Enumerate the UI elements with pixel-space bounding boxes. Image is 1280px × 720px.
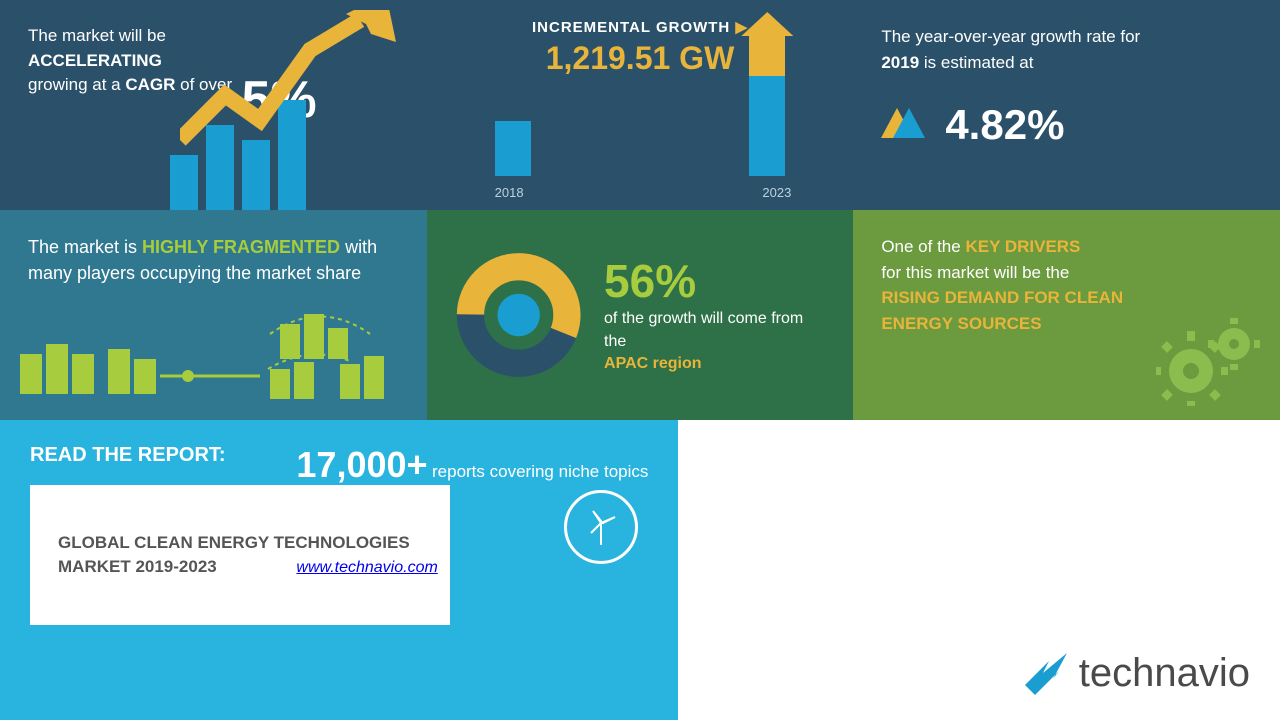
logo-section: technavio xyxy=(678,420,1280,720)
incremental-panel: INCREMENTAL GROWTH ▶ 1,219.51 GW 2018 20… xyxy=(427,0,854,210)
apac-pct: 56% xyxy=(604,254,825,308)
buildings-icon xyxy=(20,314,400,404)
logo-mark-icon xyxy=(1023,653,1069,695)
incremental-bars-icon xyxy=(427,56,854,176)
growth-arrow-icon xyxy=(180,10,410,170)
apac-panel: 56% of the growth will come from theAPAC… xyxy=(427,210,854,420)
drivers-text: One of the KEY DRIVERS for this market w… xyxy=(881,234,1181,336)
technavio-logo: technavio xyxy=(1023,651,1250,696)
triangle-icon xyxy=(881,108,925,143)
cagr-panel: The market will be ACCELERATING growing … xyxy=(0,0,427,210)
donut-chart-icon xyxy=(455,250,582,380)
yoy-text: The year-over-year growth rate for 2019 … xyxy=(881,24,1141,75)
wind-turbine-icon xyxy=(564,490,638,564)
yoy-value: 4.82% xyxy=(945,101,1064,149)
read-report-section: READ THE REPORT: GLOBAL CLEAN ENERGY TEC… xyxy=(0,420,678,720)
gears-icon xyxy=(1156,316,1266,406)
year-start-label: 2018 xyxy=(495,185,524,200)
year-end-label: 2023 xyxy=(762,185,791,200)
fragmented-panel: The market is HIGHLY FRAGMENTED with man… xyxy=(0,210,427,420)
apac-text: 56% of the growth will come from theAPAC… xyxy=(604,254,825,375)
yoy-panel: The year-over-year growth rate for 2019 … xyxy=(853,0,1280,210)
footer-panel: READ THE REPORT: GLOBAL CLEAN ENERGY TEC… xyxy=(0,420,1280,720)
drivers-panel: One of the KEY DRIVERS for this market w… xyxy=(853,210,1280,420)
fragmented-text: The market is HIGHLY FRAGMENTED with man… xyxy=(28,234,399,286)
